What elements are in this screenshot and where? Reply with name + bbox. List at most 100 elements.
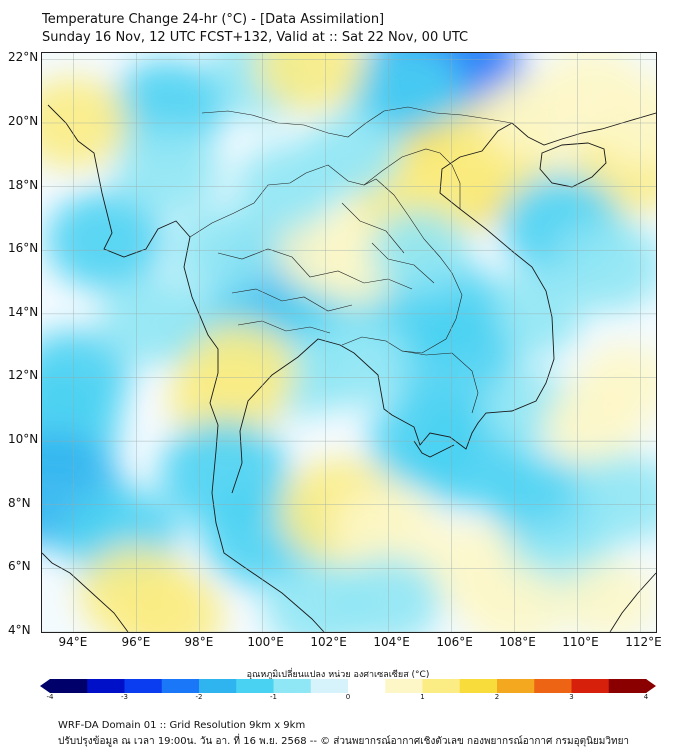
colorbar-segment [226,679,237,693]
field-anomaly-5 [254,53,365,112]
lon-tick-label: 110°E [562,635,599,649]
field-anomaly-44 [577,344,656,424]
colorbar-segment [245,679,256,693]
colorbar-segment [329,679,340,693]
field-anomaly-14 [553,220,656,313]
colorbar-segment [515,679,526,693]
coastline-mekong [413,440,455,458]
field-anomaly-24 [169,353,280,446]
colorbar-tick-label: 0 [345,693,351,701]
colorbar-tick-label: 4 [643,693,649,701]
colorbar-segment [320,679,330,693]
colorbar-segment [431,679,442,693]
provinces-laos [341,202,435,284]
field-anomaly-3 [110,59,226,155]
coastline-indochina [231,122,555,494]
colorbar-segment [199,679,209,693]
colorbar-segment [254,679,265,693]
coastlines [42,104,656,632]
lat-tick-label: 20°N [8,113,39,128]
colorbar-segment [562,679,572,693]
colorbar-segment [282,679,293,693]
colorbar-segment [124,679,135,693]
lat-tick-label: 18°N [8,177,39,192]
colorbar-tick-label: -2 [195,693,203,701]
colorbar-segment [627,679,638,693]
coastline-china [511,112,656,146]
colorbar-segment [459,679,470,693]
lon-tick-label: 112°E [625,635,662,649]
colorbar-segment [105,679,116,693]
colorbar-segment [608,679,619,693]
colorbar-segment [161,679,172,693]
coastline-sumatra [42,552,129,632]
field-anomaly-46 [571,453,656,543]
colorbar-segment [618,679,628,693]
lon-tick-label: 108°E [499,635,536,649]
lon-tick-label: 94°E [58,635,88,649]
colorbar-segment [441,679,451,693]
colorbar-segment [96,679,107,693]
colorbar-segment [180,679,191,693]
colorbar-segment [571,679,582,693]
colorbar-segment [487,679,498,693]
colorbar-segment [524,679,535,693]
lon-tick-label: 104°E [373,635,410,649]
colorbar-segment [413,679,423,693]
colorbar-tick-label: -3 [121,693,128,701]
colorbar-segment [552,679,563,693]
colorbar-segment [301,679,312,693]
colorbar-segment [469,679,479,693]
colorbar-tick-label: 1 [420,693,425,701]
colorbar-segment [450,679,461,693]
colorbar-tick-label: -1 [270,693,277,701]
colorbar-segment [292,679,302,693]
colorbar-segment [338,679,349,693]
lat-tick-label: 14°N [8,304,39,319]
colorbar-segment [366,679,377,693]
colorbar-segment [208,679,219,693]
colorbar-segment [152,679,163,693]
field-anomaly-28 [45,191,165,290]
coastline-west [47,104,325,632]
colorbar-segment [534,679,545,693]
colorbar-tick-label: -4 [46,693,54,701]
colorbar-segment [133,679,144,693]
colorbar-segment [506,679,517,693]
colorbar-segment [59,679,70,693]
colorbar-segment [375,679,386,693]
lat-tick-label: 16°N [8,241,39,256]
colorbar-segment [115,679,125,693]
lon-tick-label: 106°E [436,635,473,649]
colorbar-extend-max [646,679,656,693]
map-panel[interactable] [41,52,657,633]
colorbar-segment [236,679,247,693]
colorbar-segment [217,679,228,693]
field-anomaly-56 [301,113,401,197]
provinces-thailand [217,248,413,334]
lon-tick-label: 102°E [310,635,347,649]
colorbar-segment [143,679,153,693]
lon-tick-label: 98°E [184,635,214,649]
colorbar-segment [357,679,368,693]
chart-title: Temperature Change 24-hr (°C) - [Data As… [42,12,385,27]
colorbar-segment [348,679,358,693]
colorbar-title: อุณหภูมิเปลี่ยนแปลง หน่วย องศาเซลเซียส (… [246,670,430,680]
colorbar-tick-label: 3 [569,693,574,701]
colorbar-segment [497,679,507,693]
border-laos [327,164,463,354]
colorbar-segment [171,679,181,693]
field-anomaly-54 [114,126,222,216]
lat-tick-label: 22°N [8,50,39,65]
field-anomaly-30 [98,275,206,365]
colorbar-segment [87,679,98,693]
country-borders [189,106,513,414]
border-cambodia [341,336,479,414]
graticule [42,53,656,632]
colorbar-segment [403,679,414,693]
coastline-borneo [609,572,656,632]
colorbar-segment [580,679,591,693]
field-anomaly-1 [345,53,464,141]
lat-tick-label: 6°N [8,559,31,574]
footer-domain-info: WRF-DA Domain 01 :: Grid Resolution 9km … [58,720,306,731]
